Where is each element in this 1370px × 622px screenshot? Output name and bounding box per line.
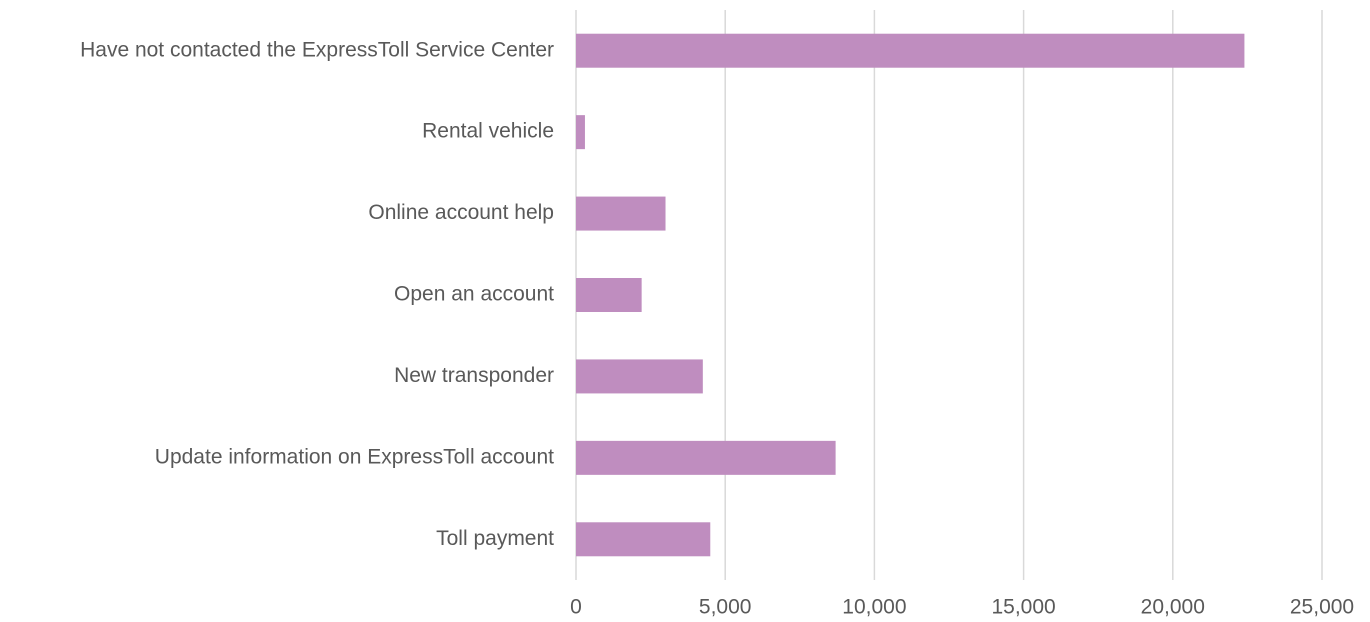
x-tick-label: 10,000 [842,596,906,619]
y-tick-label: New transponder [394,364,554,387]
x-tick-label: 0 [570,596,582,619]
bar [576,196,666,231]
bar [576,522,711,557]
bar [576,440,836,475]
x-tick-label: 15,000 [991,596,1055,619]
bar [576,33,1245,68]
y-tick-label: Toll payment [436,527,554,550]
bar [576,359,703,394]
y-tick-label: Update information on ExpressToll accoun… [155,445,554,468]
bar [576,278,642,312]
x-tick-label: 5,000 [699,596,752,619]
bar [576,115,585,150]
y-tick-label: Online account help [368,201,554,224]
x-tick-label: 20,000 [1141,596,1205,619]
y-tick-label: Rental vehicle [422,120,554,143]
x-tick-label: 25,000 [1290,596,1354,619]
y-tick-label: Open an account [394,283,554,306]
y-tick-label: Have not contacted the ExpressToll Servi… [80,38,554,61]
